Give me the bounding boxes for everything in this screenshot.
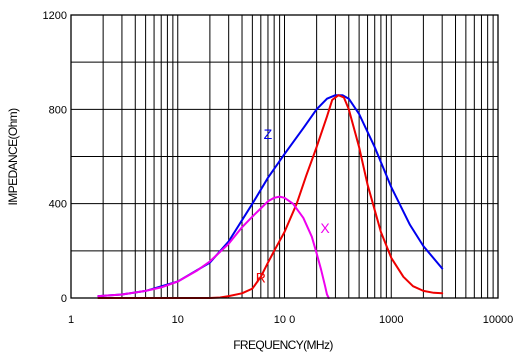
- series-annotations: Z R X: [256, 126, 331, 286]
- series-line-x: [97, 195, 330, 299]
- y-tick-label: 800: [49, 104, 67, 116]
- y-axis-label: IMPEDANCE(Ohm): [6, 108, 20, 206]
- y-tick-label: 0: [61, 293, 67, 305]
- x-tick-labels: 1 10 10 0 1000 10000: [68, 314, 513, 326]
- plot-frame: [70, 14, 499, 299]
- y-tick-label: 400: [49, 199, 67, 211]
- series-annotation: Z: [264, 126, 273, 142]
- y-tick-label: 1200: [43, 10, 67, 22]
- series-annotation: X: [320, 220, 330, 236]
- x-tick-label: 10000: [483, 314, 514, 326]
- series-line-r: [97, 94, 444, 299]
- y-tick-labels: 0 400 800 1200: [43, 10, 67, 305]
- x-axis-label: FREQUENCY(MHz): [233, 338, 333, 352]
- x-tick-label: 10: [172, 314, 184, 326]
- x-tick-label: 1: [68, 314, 74, 326]
- grid: [71, 15, 498, 298]
- x-tick-label: 1000: [379, 314, 403, 326]
- series-annotation: R: [256, 270, 266, 286]
- x-tick-label: 10 0: [274, 314, 295, 326]
- series-group: [97, 94, 444, 299]
